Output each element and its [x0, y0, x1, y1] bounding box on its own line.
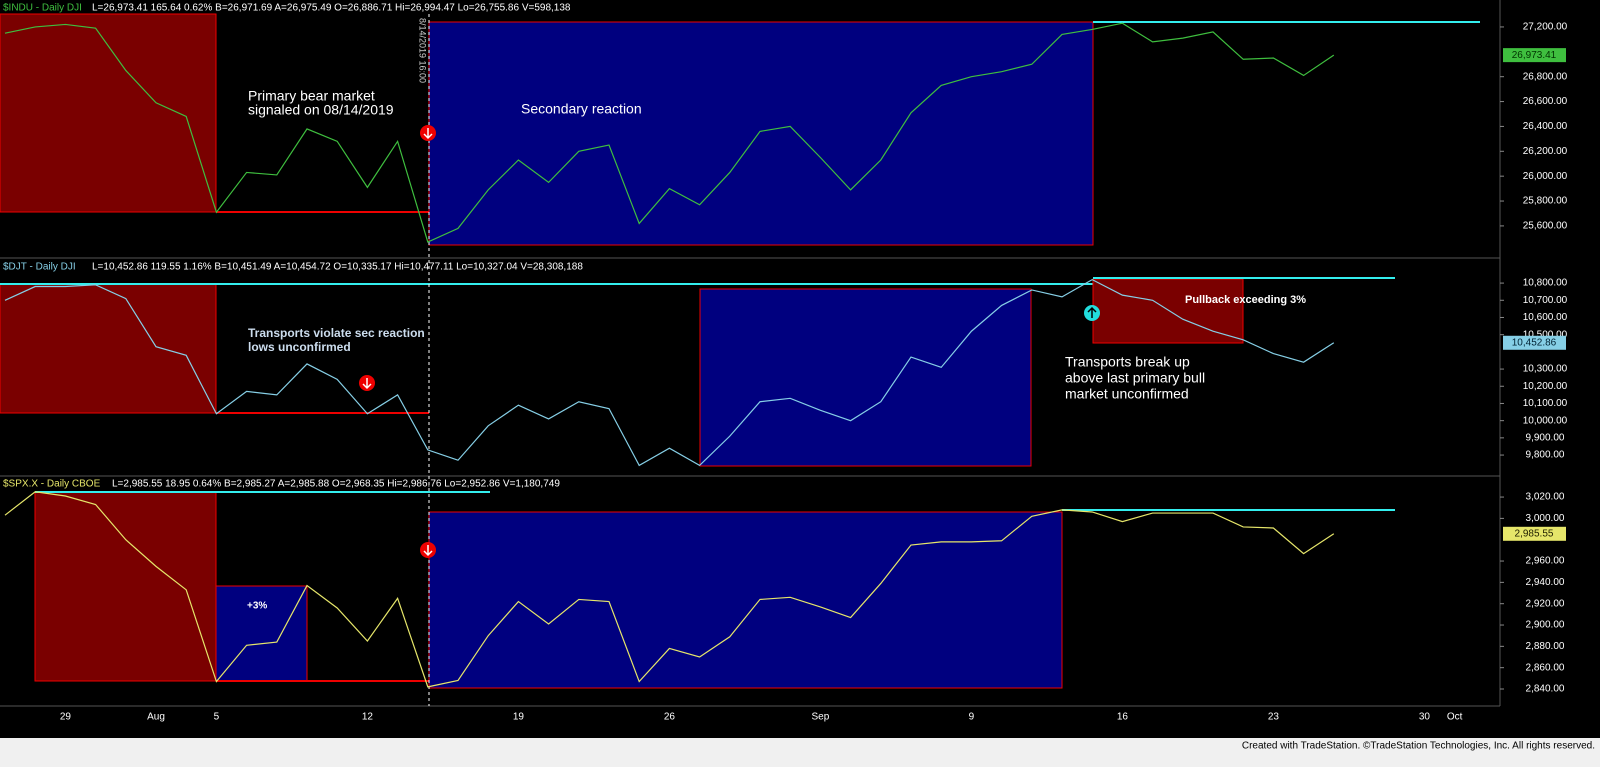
y-tick-label: 25,800.00: [1523, 196, 1568, 207]
region-box: [34, 491, 217, 682]
y-tick-label: 10,200.00: [1523, 381, 1568, 392]
last-price-tag: [1503, 48, 1566, 63]
annotation: Transports break up: [1065, 354, 1190, 370]
panel-quote: L=10,452.86 119.55 1.16% B=10,451.49 A=1…: [92, 262, 583, 273]
annotation: Transports violate sec reaction: [248, 326, 425, 340]
y-tick-label: 3,000.00: [1526, 513, 1565, 524]
x-tick-label: 23: [1268, 712, 1280, 723]
last-price-label: 26,973.41: [1512, 50, 1557, 61]
last-price-label: 2,985.55: [1515, 528, 1554, 539]
arrow-icon: [362, 378, 372, 390]
y-tick-label: 2,940.00: [1526, 577, 1565, 588]
region-box: [428, 511, 1063, 689]
annotation: Primary bear market: [248, 88, 375, 104]
panel-symbol: $INDU - Daily DJI: [3, 3, 82, 14]
panel-symbol: $SPX.X - Daily CBOE: [3, 479, 101, 490]
annotation: market unconfirmed: [1065, 386, 1189, 402]
price-line: [4, 491, 1335, 688]
annotation: Pullback exceeding 3%: [1185, 294, 1306, 306]
y-tick-label: 2,900.00: [1526, 620, 1565, 631]
y-tick-label: 2,920.00: [1526, 598, 1565, 609]
y-tick-label: 3,020.00: [1526, 492, 1565, 503]
y-tick-label: 2,880.00: [1526, 641, 1565, 652]
y-tick-label: 25,600.00: [1523, 221, 1568, 232]
y-tick-label: 10,100.00: [1523, 398, 1568, 409]
y-tick-label: 10,500.00: [1523, 329, 1568, 340]
x-tick-label: 19: [513, 712, 525, 723]
y-tick-label: 26,400.00: [1523, 121, 1568, 132]
y-tick-label: 10,300.00: [1523, 364, 1568, 375]
y-tick-label: 26,000.00: [1523, 171, 1568, 182]
y-tick-label: 26,600.00: [1523, 96, 1568, 107]
signal-markers: [359, 125, 1100, 558]
x-tick-label: Aug: [147, 712, 165, 723]
annotation-shapes: [0, 13, 1480, 706]
x-tick-label: 9: [969, 712, 975, 723]
footer-strip: [0, 738, 1600, 767]
x-tick-label: Sep: [812, 712, 830, 723]
footer: Created with TradeStation. ©TradeStation…: [1242, 741, 1595, 752]
y-tick-label: 2,860.00: [1526, 662, 1565, 673]
last-price-tag: [1503, 335, 1566, 350]
y-tick-label: 10,800.00: [1523, 278, 1568, 289]
annotation: Secondary reaction: [521, 101, 642, 117]
region-box: [428, 21, 1094, 246]
y-tick-label: 27,200.00: [1523, 22, 1568, 33]
annotation: above last primary bull: [1065, 370, 1205, 386]
arrow-icon: [1087, 306, 1097, 318]
arrow-icon: [423, 128, 433, 140]
y-tick-label: 26,200.00: [1523, 146, 1568, 157]
x-tick-label: 16: [1117, 712, 1129, 723]
panel-quote: L=26,973.41 165.64 0.62% B=26,971.69 A=2…: [92, 3, 571, 14]
y-tick-label: 2,960.00: [1526, 556, 1565, 567]
last-price-label: 10,452.86: [1512, 337, 1557, 348]
y-tick-label: 10,600.00: [1523, 312, 1568, 323]
x-tick-label: 26: [664, 712, 676, 723]
y-tick-label: 9,800.00: [1526, 450, 1565, 461]
region-box: [0, 13, 217, 213]
last-price-tag: [1503, 526, 1566, 541]
x-tick-label: Oct: [1447, 712, 1463, 723]
y-tick-label: 9,900.00: [1526, 432, 1565, 443]
y-tick-label: 10,700.00: [1523, 295, 1568, 306]
panel-symbol: $DJT - Daily DJI: [3, 262, 76, 273]
x-tick-label: 5: [214, 712, 220, 723]
x-tick-label: 29: [60, 712, 72, 723]
price-line: [4, 22, 1335, 243]
price-line: [4, 278, 1335, 467]
x-tick-label: 12: [362, 712, 374, 723]
y-tick-label: 26,800.00: [1523, 71, 1568, 82]
annotation: +3%: [247, 601, 267, 612]
x-tick-label: 30: [1419, 712, 1431, 723]
y-tick-label: 2,840.00: [1526, 684, 1565, 695]
panel-quote: L=2,985.55 18.95 0.64% B=2,985.27 A=2,98…: [112, 479, 560, 490]
region-box: [699, 288, 1032, 467]
arrow-icon: [423, 545, 433, 557]
annotation: lows unconfirmed: [248, 340, 351, 354]
annotation: signaled on 08/14/2019: [248, 102, 394, 118]
cursor-label: 8/14/2019 16:00: [418, 18, 428, 83]
y-tick-label: 10,000.00: [1523, 415, 1568, 426]
region-box: [215, 585, 308, 682]
region-box: [0, 283, 217, 414]
